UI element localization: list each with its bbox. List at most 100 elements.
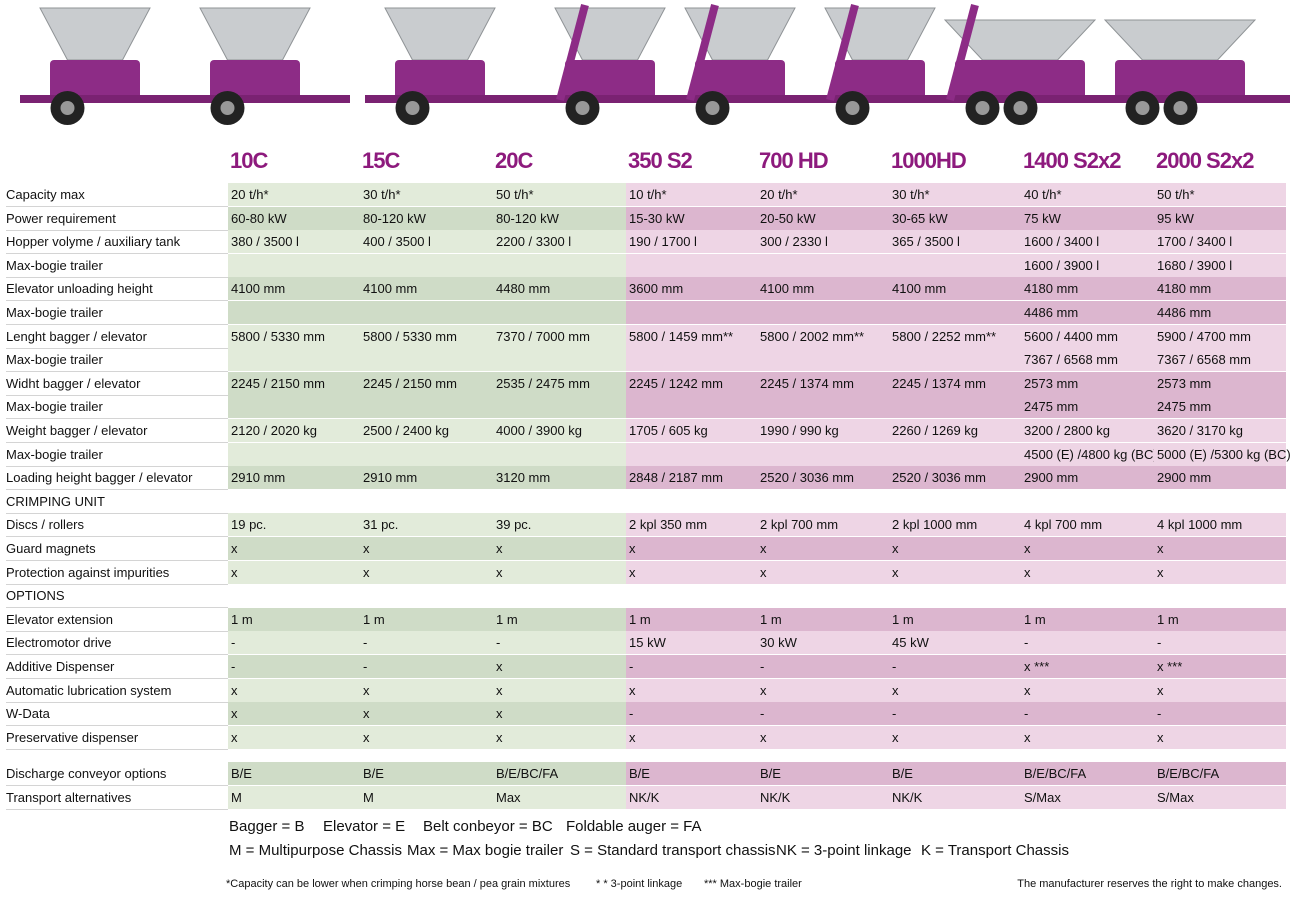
row-label: Discs / rollers [6, 513, 228, 538]
machine-part [705, 101, 720, 115]
model-name: 2000 S2x2 [1156, 148, 1254, 173]
table-cell: 30 t/h* [889, 183, 1021, 206]
machine-part [60, 101, 75, 115]
table-cell: 4486 mm [1021, 301, 1154, 324]
row-label: Transport alternatives [6, 786, 228, 810]
table-cell: 365 / 3500 l [889, 230, 1021, 254]
table-cell: 5600 / 4400 mm [1021, 324, 1154, 348]
table-cell: x [889, 537, 1021, 560]
machine-part [826, 3, 859, 102]
table-cell [626, 442, 757, 466]
table-cell: x [757, 725, 889, 749]
table-cell: 2910 mm [360, 466, 493, 490]
row-label: Loading height bagger / elevator [6, 466, 228, 491]
table-cell: 20-50 kW [757, 206, 889, 230]
table-cell [228, 348, 360, 372]
table-cell: 2520 / 3036 mm [889, 466, 1021, 490]
table-cell: B/E [889, 762, 1021, 786]
table-cell [626, 253, 757, 277]
table-cell: 5900 / 4700 mm [1154, 324, 1286, 348]
table-cell: S/Max [1154, 786, 1286, 809]
table-cell: x [360, 537, 493, 560]
table-cell [889, 442, 1021, 466]
table-cell: x [228, 702, 360, 726]
table-cell [757, 253, 889, 277]
table-cell: x *** [1154, 655, 1286, 678]
row-label: Max-bogie trailer [6, 348, 228, 373]
table-cell: 4100 mm [228, 277, 360, 301]
table-cell: 2535 / 2475 mm [493, 371, 626, 395]
table-cell [626, 348, 757, 372]
table-cell: x [889, 678, 1021, 702]
table-cell: x [1154, 560, 1286, 584]
legend-item: M = Multipurpose Chassis [229, 842, 402, 859]
row-label: OPTIONS [6, 584, 228, 609]
machine-part [39, 7, 151, 61]
table-cell: x [757, 560, 889, 584]
table-cell: 2 kpl 350 mm [626, 513, 757, 537]
legend-item: Bagger = B [229, 818, 305, 835]
table-cell: 5800 / 2252 mm** [889, 324, 1021, 348]
machine-part [384, 7, 496, 61]
table-cell: 15 kW [626, 631, 757, 655]
table-cell: x [360, 702, 493, 726]
table-cell: 4480 mm [493, 277, 626, 301]
table-cell: M [228, 786, 360, 809]
table-cell: 3620 / 3170 kg [1154, 419, 1286, 442]
model-name: 700 HD [759, 148, 829, 173]
machine-photos [20, 3, 1290, 125]
table-cell: Max [493, 786, 626, 809]
table-cell [228, 442, 360, 466]
table-cell: x [626, 537, 757, 560]
machine-part [535, 95, 705, 103]
row-label: Capacity max [6, 183, 228, 207]
table-cell: x [360, 678, 493, 702]
table-cell [228, 395, 360, 419]
table-cell: 1990 / 990 kg [757, 419, 889, 442]
table-cell: 4100 mm [889, 277, 1021, 301]
table-cell: 30-65 kW [889, 206, 1021, 230]
machine-part [955, 60, 1085, 100]
table-cell: 7367 / 6568 mm [1154, 348, 1286, 372]
table-cell: 2120 / 2020 kg [228, 419, 360, 442]
table-cell: - [889, 702, 1021, 726]
row-label: Max-bogie trailer [6, 254, 228, 278]
table-cell: - [228, 655, 360, 678]
footnote: *** Max-bogie trailer [704, 878, 802, 890]
table-cell: 50 t/h* [493, 183, 626, 206]
table-cell: - [626, 655, 757, 678]
machine-part [1135, 101, 1150, 115]
table-cell: B/E [757, 762, 889, 786]
table-cell: 50 t/h* [1154, 183, 1286, 206]
table-cell: 19 pc. [228, 513, 360, 537]
table-cell: 1700 / 3400 l [1154, 230, 1286, 254]
model-name: 1000HD [891, 148, 967, 173]
table-cell: x [1154, 725, 1286, 749]
table-cell: 2910 mm [228, 466, 360, 490]
row-label: Automatic lubrication system [6, 679, 228, 703]
machine-part [975, 101, 990, 115]
table-cell: B/E/BC/FA [1021, 762, 1154, 786]
table-cell: 4 kpl 700 mm [1021, 513, 1154, 537]
table-cell: x [228, 725, 360, 749]
table-cell [493, 253, 626, 277]
table-cell: - [360, 631, 493, 655]
table-cell: x [360, 725, 493, 749]
model-name: 10C [230, 148, 268, 173]
table-cell: 2573 mm [1154, 371, 1286, 395]
table-cell: - [626, 702, 757, 726]
table-cell: 2475 mm [1154, 395, 1286, 419]
table-cell [360, 395, 493, 419]
table-cell: 75 kW [1021, 206, 1154, 230]
table-cell: 2245 / 1374 mm [889, 371, 1021, 395]
table-cell: x [228, 678, 360, 702]
table-cell [493, 348, 626, 372]
table-cell: NK/K [889, 786, 1021, 809]
table-cell: 15-30 kW [626, 206, 757, 230]
machine-part [556, 3, 589, 102]
table-cell: NK/K [757, 786, 889, 809]
legend-item: S = Standard transport chassis [570, 842, 776, 859]
row-label: W-Data [6, 702, 228, 727]
table-cell: x [1154, 678, 1286, 702]
machine-part [575, 101, 590, 115]
